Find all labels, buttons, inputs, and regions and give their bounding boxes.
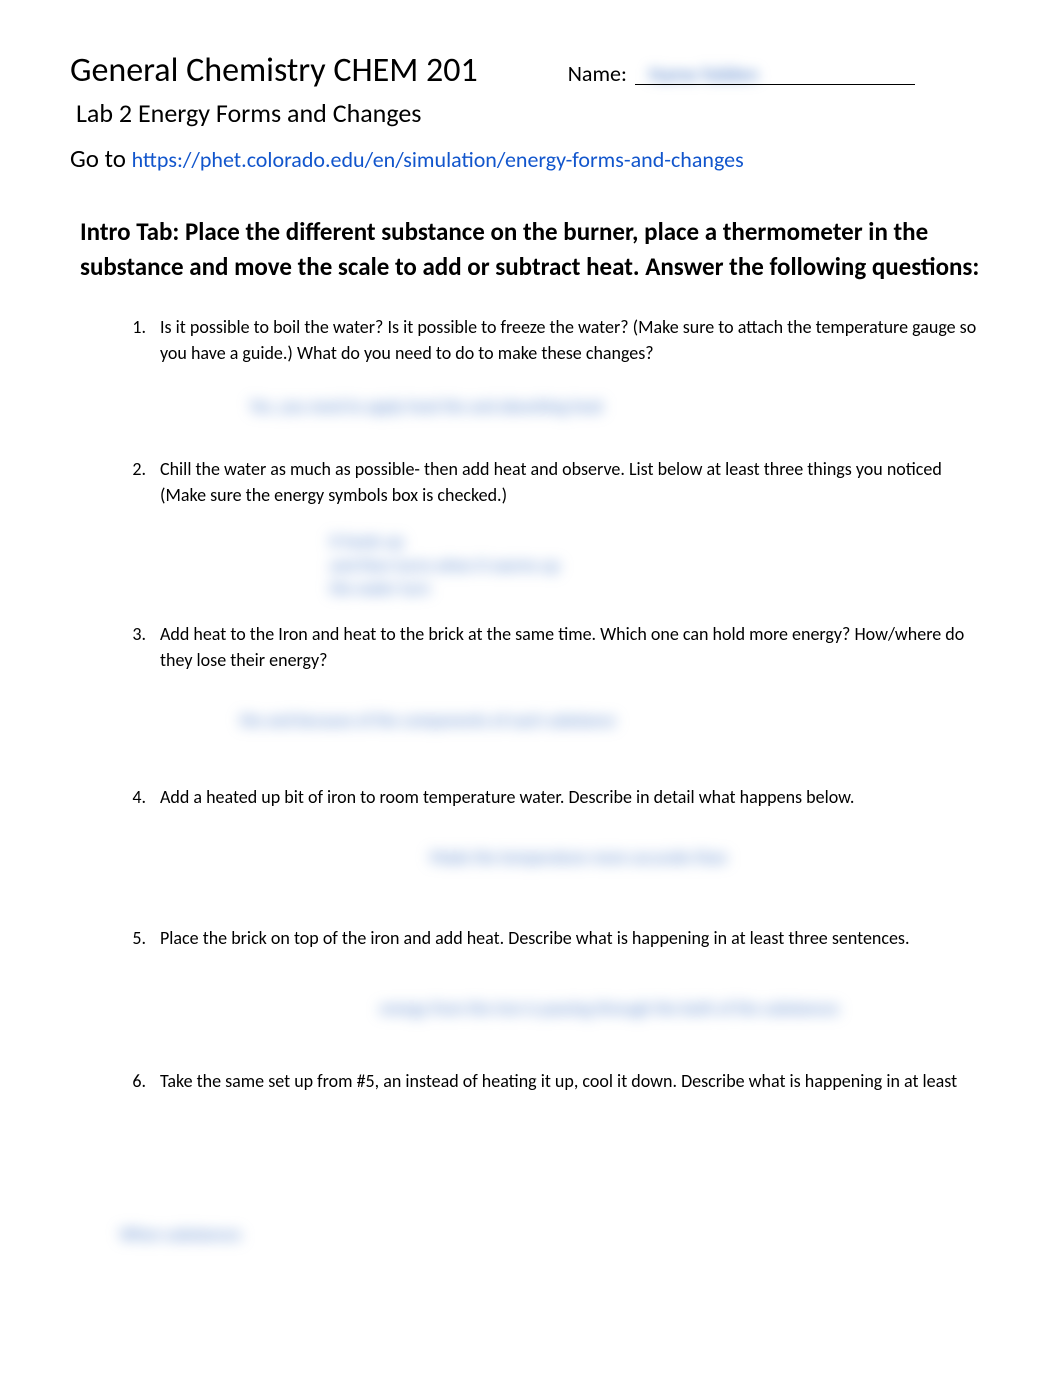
answer-hidden: Made the temperature more accurate than xyxy=(430,846,982,871)
question-number: 4. xyxy=(120,784,146,810)
question-text: Add a heated up bit of iron to room temp… xyxy=(160,784,982,810)
lab-title: Lab 2 Energy Forms and Changes xyxy=(76,97,992,129)
answer-line: the water turn xyxy=(330,577,982,601)
intro-heading: Intro Tab: Place the different substance… xyxy=(70,214,992,284)
answer-hidden: Yes, you need to apply heat the and abso… xyxy=(250,394,982,420)
answer-hidden: It heats up and then turns when it warms… xyxy=(330,530,982,601)
question-1: 1. Is it possible to boil the water? Is … xyxy=(120,314,982,420)
goto-label: Go to xyxy=(70,143,132,174)
question-text: Take the same set up from #5, an instead… xyxy=(160,1068,982,1094)
question-text: Chill the water as much as possible- the… xyxy=(160,456,982,508)
name-underline xyxy=(635,84,915,85)
question-number: 2. xyxy=(120,456,146,482)
question-text: Add heat to the Iron and heat to the bri… xyxy=(160,621,982,673)
question-number: 3. xyxy=(120,621,146,647)
course-title: General Chemistry CHEM 201 xyxy=(70,50,478,91)
name-field-section: Name: Name hidden xyxy=(568,60,773,87)
bottom-hidden-text: When substances xyxy=(120,1224,992,1245)
question-2: 2. Chill the water as much as possible- … xyxy=(120,456,982,602)
question-5: 5. Place the brick on top of the iron an… xyxy=(120,925,982,1022)
question-number: 1. xyxy=(120,314,146,340)
question-text: Is it possible to boil the water? Is it … xyxy=(160,314,982,366)
question-6: 6. Take the same set up from #5, an inst… xyxy=(120,1068,982,1094)
simulation-link[interactable]: https://phet.colorado.edu/en/simulation/… xyxy=(132,146,744,173)
answer-line: It heats up xyxy=(330,530,982,554)
question-number: 6. xyxy=(120,1068,146,1094)
question-4: 4. Add a heated up bit of iron to room t… xyxy=(120,784,982,871)
question-number: 5. xyxy=(120,925,146,951)
goto-row: Go to https://phet.colorado.edu/en/simul… xyxy=(70,143,992,174)
answer-hidden: the and because of the components of eac… xyxy=(240,709,982,734)
name-label: Name: xyxy=(568,60,627,87)
question-text: Place the brick on top of the iron and a… xyxy=(160,925,982,951)
answer-line: and then turns when it warms up xyxy=(330,554,982,578)
question-3: 3. Add heat to the Iron and heat to the … xyxy=(120,621,982,734)
questions-list: 1. Is it possible to boil the water? Is … xyxy=(70,314,992,1094)
answer-hidden: energy from the iron is passing through … xyxy=(380,997,982,1022)
